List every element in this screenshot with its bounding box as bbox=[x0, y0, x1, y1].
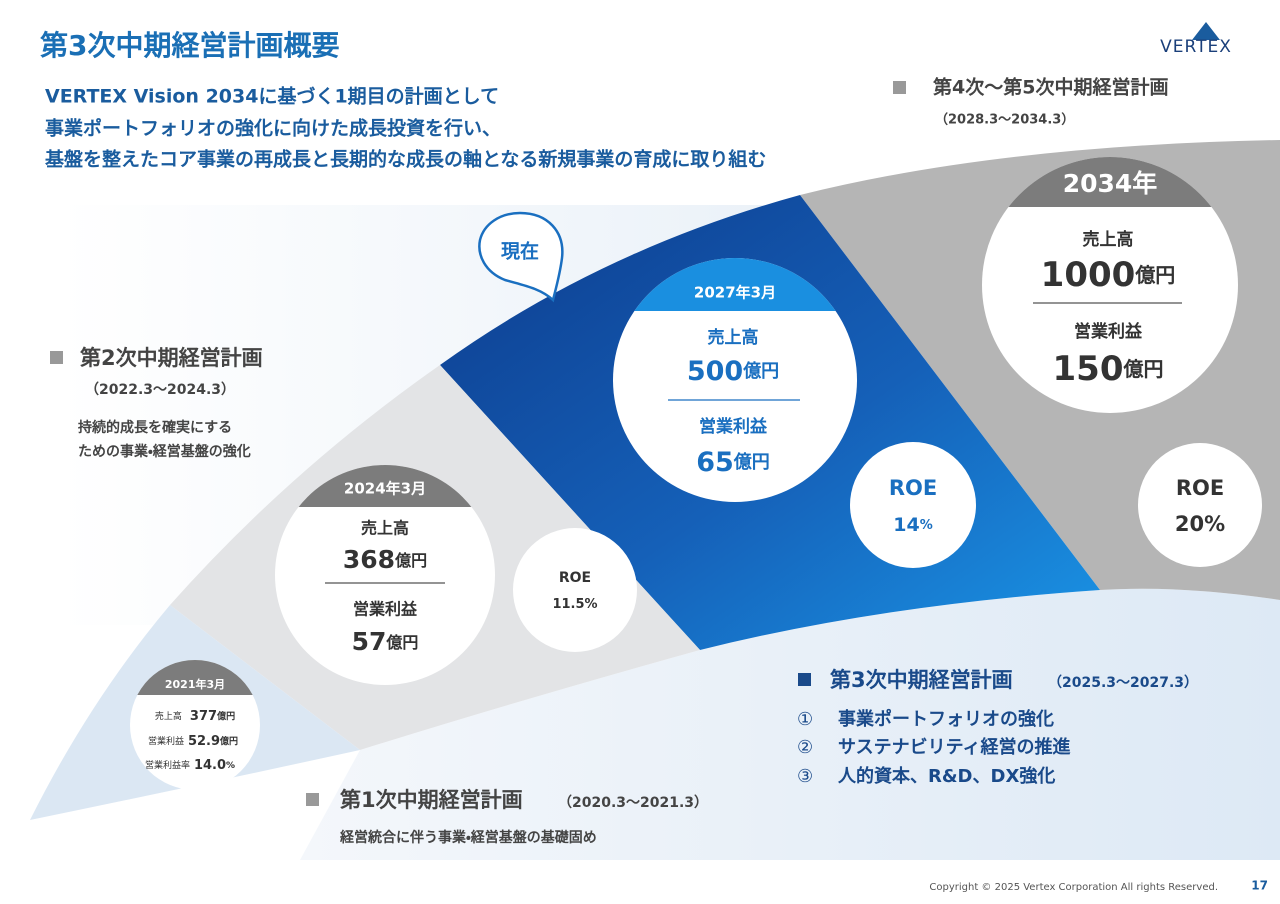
item-text: 人的資本、R&D、DX強化 bbox=[837, 765, 1055, 787]
roe-value: 14% bbox=[893, 514, 932, 536]
snapshot-circle bbox=[613, 258, 857, 502]
lead-line: 事業ポートフォリオの強化に向けた成長投資を行い、 bbox=[45, 117, 501, 140]
bullet-square bbox=[50, 351, 63, 364]
plan-desc: 経営統合に伴う事業・経営基盤の基礎固め bbox=[339, 829, 597, 846]
metric-number: 14.0 bbox=[194, 758, 226, 773]
metric-unit: 億円 bbox=[1122, 357, 1163, 381]
roe-unit: % bbox=[920, 518, 933, 533]
plan-desc: 持続的成長を確実にする bbox=[78, 419, 232, 436]
current-marker bbox=[478, 211, 564, 303]
metric-number: 1000 bbox=[1041, 255, 1136, 295]
plan-period: （2022.3〜2024.3） bbox=[85, 382, 235, 398]
plan-name: 第4次〜第5次中期経営計画 bbox=[933, 76, 1168, 99]
metric-number: 377 bbox=[190, 709, 217, 724]
metric-row: 売上高 377億円 bbox=[155, 709, 235, 724]
metric-value: 65億円 bbox=[696, 447, 770, 478]
roe-label: ROE bbox=[1176, 476, 1224, 500]
metric-label: 売上高 bbox=[1083, 229, 1134, 250]
snapshot-date: 2021年3月 bbox=[165, 677, 225, 691]
page-number: 17 bbox=[1251, 879, 1268, 893]
metric-row: 営業利益率 14.0% bbox=[145, 758, 235, 773]
metric-unit: 億円 bbox=[733, 451, 770, 473]
metric-value: 150億円 bbox=[1053, 349, 1164, 389]
metric-number: 368 bbox=[343, 545, 395, 574]
snapshot-circle bbox=[982, 157, 1238, 413]
plan-desc: ための事業・経営基盤の強化 bbox=[78, 443, 251, 460]
logo-mark bbox=[1192, 22, 1220, 40]
snapshot-circle bbox=[275, 465, 495, 685]
roe-value: 20% bbox=[1175, 512, 1225, 536]
copyright: Copyright © 2025 Vertex Corporation All … bbox=[929, 882, 1218, 893]
metric-unit: 億円 bbox=[1134, 263, 1175, 287]
metric-value: 57億円 bbox=[352, 627, 419, 656]
metric-number: 57 bbox=[352, 627, 387, 656]
metric-label: 売上高 bbox=[708, 327, 759, 348]
current-label: 現在 bbox=[501, 240, 539, 263]
snapshot-date: 2024年3月 bbox=[344, 480, 426, 498]
logo-text: VERTEX bbox=[1160, 37, 1232, 57]
lower-band bbox=[300, 588, 1280, 860]
metric-row: 営業利益 52.9億円 bbox=[148, 734, 238, 749]
roe-circle bbox=[1138, 443, 1262, 567]
metric-unit: 億円 bbox=[219, 735, 238, 747]
bullet-square bbox=[798, 673, 811, 686]
bullet-square bbox=[306, 793, 319, 806]
metric-number: 52.9 bbox=[188, 734, 220, 749]
metric-label: 売上高 bbox=[155, 710, 182, 722]
plan-period: （2020.3〜2021.3） bbox=[558, 795, 708, 811]
plan-period: （2028.3〜2034.3） bbox=[935, 112, 1074, 128]
bullet-square bbox=[893, 81, 906, 94]
slide-title: 第3次中期経営計画概要 bbox=[40, 29, 339, 62]
metric-label: 営業利益 bbox=[1074, 321, 1143, 342]
roe-number: 20 bbox=[1175, 512, 1204, 536]
roe-label: ROE bbox=[559, 570, 591, 586]
item-number: ① bbox=[797, 709, 813, 730]
metric-unit: 億円 bbox=[216, 710, 235, 722]
item-text: サステナビリティ経営の推進 bbox=[838, 736, 1071, 758]
roe-circle bbox=[850, 442, 976, 568]
metric-unit: 億円 bbox=[394, 551, 427, 570]
plan-name: 第1次中期経営計画 bbox=[340, 788, 523, 812]
plan-period: （2025.3〜2027.3） bbox=[1048, 675, 1198, 691]
lead-line: 基盤を整えたコア事業の再成長と長期的な成長の軸となる新規事業の育成に取り組む bbox=[44, 148, 766, 171]
snapshot-date: 2034年 bbox=[1063, 169, 1158, 198]
metric-label: 売上高 bbox=[361, 519, 409, 538]
metric-number: 150 bbox=[1053, 349, 1124, 389]
metric-unit: % bbox=[226, 761, 235, 771]
metric-label: 営業利益 bbox=[148, 735, 184, 747]
metric-value: 368億円 bbox=[343, 545, 427, 574]
snapshot-date: 2027年3月 bbox=[694, 284, 776, 302]
roe-unit: % bbox=[1204, 512, 1225, 536]
roe-label: ROE bbox=[889, 476, 937, 500]
plan-name: 第3次中期経営計画 bbox=[830, 668, 1013, 692]
metric-value: 1000億円 bbox=[1041, 255, 1176, 295]
roe-value: 11.5% bbox=[552, 597, 597, 612]
roe-number: 11.5 bbox=[552, 597, 584, 612]
lead-line: VERTEX Vision 2034に基づく1期目の計画として bbox=[45, 85, 499, 108]
item-number: ③ bbox=[797, 766, 813, 787]
metric-unit: 億円 bbox=[742, 360, 779, 382]
metric-unit: 億円 bbox=[385, 633, 418, 652]
metric-value: 500億円 bbox=[687, 356, 779, 387]
metric-label: 営業利益率 bbox=[145, 759, 190, 771]
metric-label: 営業利益 bbox=[699, 416, 768, 437]
plan-name: 第2次中期経営計画 bbox=[80, 346, 263, 370]
item-text: 事業ポートフォリオの強化 bbox=[838, 708, 1054, 730]
item-number: ② bbox=[797, 737, 813, 758]
roe-circle bbox=[513, 528, 637, 652]
metric-label: 営業利益 bbox=[353, 600, 418, 619]
roe-unit: % bbox=[585, 597, 598, 612]
roe-number: 14 bbox=[893, 514, 919, 536]
metric-number: 500 bbox=[687, 356, 743, 387]
metric-number: 65 bbox=[696, 447, 734, 478]
